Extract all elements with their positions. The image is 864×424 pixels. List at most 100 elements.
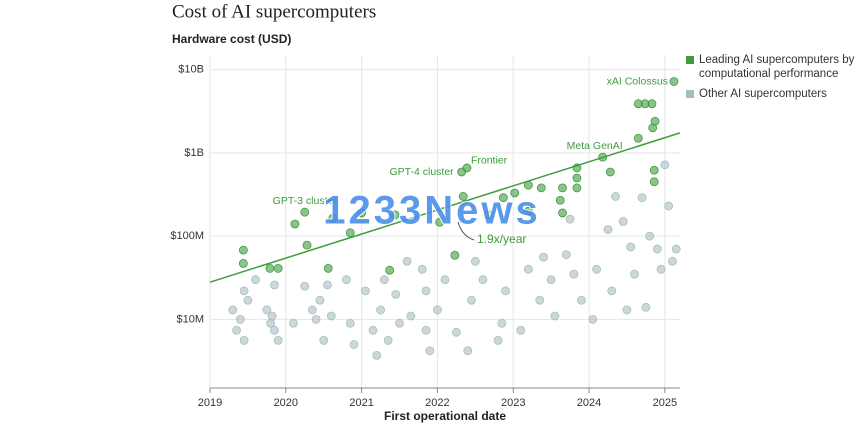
point xyxy=(516,325,526,335)
point xyxy=(647,99,657,109)
point xyxy=(383,335,393,345)
legend: Leading AI supercomputers by computation… xyxy=(686,53,862,107)
point xyxy=(498,193,508,203)
point xyxy=(251,275,260,285)
point xyxy=(357,208,367,218)
point xyxy=(458,192,468,201)
point xyxy=(633,133,643,143)
point xyxy=(535,295,545,305)
point xyxy=(550,311,560,321)
trend-arrow xyxy=(457,221,475,241)
point xyxy=(493,335,503,345)
point xyxy=(406,311,416,321)
point xyxy=(421,286,431,296)
point xyxy=(462,163,472,173)
point xyxy=(290,219,300,229)
point xyxy=(630,269,639,279)
point xyxy=(267,311,277,321)
point xyxy=(451,327,461,337)
point xyxy=(239,286,249,296)
point xyxy=(345,318,355,328)
point xyxy=(307,305,317,315)
point xyxy=(598,152,608,162)
point xyxy=(265,263,275,273)
point xyxy=(558,183,567,193)
point xyxy=(656,264,666,274)
point xyxy=(669,77,679,86)
point xyxy=(561,250,571,260)
point xyxy=(611,192,620,201)
annotation: GPT-4 cluster xyxy=(389,166,454,178)
watermark: 1233News xyxy=(323,189,540,233)
annotation: Frontier xyxy=(471,155,508,167)
point xyxy=(572,183,582,193)
point xyxy=(270,280,279,290)
x-tick-label: 2023 xyxy=(501,397,525,409)
point xyxy=(641,302,651,312)
point xyxy=(648,123,658,133)
point xyxy=(232,325,241,335)
point xyxy=(497,318,507,328)
point xyxy=(326,311,336,321)
point xyxy=(664,201,674,211)
point xyxy=(603,225,613,234)
point xyxy=(417,264,427,274)
point xyxy=(433,305,442,315)
point xyxy=(478,275,488,285)
point xyxy=(607,286,617,296)
point xyxy=(425,346,435,356)
point xyxy=(238,245,248,255)
point xyxy=(660,160,670,170)
trend-label: 1.9x/year xyxy=(477,232,526,246)
point xyxy=(235,315,245,324)
point xyxy=(361,286,370,296)
point xyxy=(572,173,582,183)
point xyxy=(470,256,480,266)
point xyxy=(572,163,582,173)
point xyxy=(440,275,450,285)
point xyxy=(300,281,310,291)
point xyxy=(302,240,312,250)
point xyxy=(450,250,460,260)
point xyxy=(501,286,511,296)
point xyxy=(546,275,556,285)
point xyxy=(523,180,533,190)
x-tick-label: 2020 xyxy=(274,397,298,409)
point xyxy=(238,259,248,268)
point xyxy=(395,318,404,328)
point xyxy=(368,325,378,335)
y-tick-label: $10M xyxy=(176,313,204,325)
point xyxy=(391,289,401,299)
point xyxy=(652,244,662,254)
point xyxy=(323,280,332,290)
point xyxy=(588,315,598,324)
legend-swatch xyxy=(686,56,694,64)
point xyxy=(467,295,476,305)
x-axis-label: First operational date xyxy=(384,409,506,423)
x-tick-label: 2019 xyxy=(198,397,222,409)
point xyxy=(239,335,249,345)
y-tick-label: $10B xyxy=(178,64,204,76)
y-tick-label: $1B xyxy=(184,147,204,159)
point xyxy=(319,335,329,345)
chart-title: Cost of AI supercomputers xyxy=(172,1,376,22)
point xyxy=(421,325,431,335)
point xyxy=(345,228,355,238)
x-tick-label: 2024 xyxy=(577,397,601,409)
point xyxy=(228,305,238,315)
point xyxy=(379,275,389,285)
legend-label: Leading AI supercomputers by computation… xyxy=(699,54,855,80)
point xyxy=(323,263,333,273)
point xyxy=(510,188,520,198)
point xyxy=(273,335,283,345)
point xyxy=(622,305,632,315)
point xyxy=(402,256,412,266)
legend-item: Other AI supercomputers xyxy=(686,87,862,101)
point xyxy=(539,252,548,262)
annotation: xAI Colossus xyxy=(607,75,668,87)
legend-item: Leading AI supercomputers by computation… xyxy=(686,53,862,81)
point xyxy=(483,210,493,220)
point xyxy=(349,340,359,349)
